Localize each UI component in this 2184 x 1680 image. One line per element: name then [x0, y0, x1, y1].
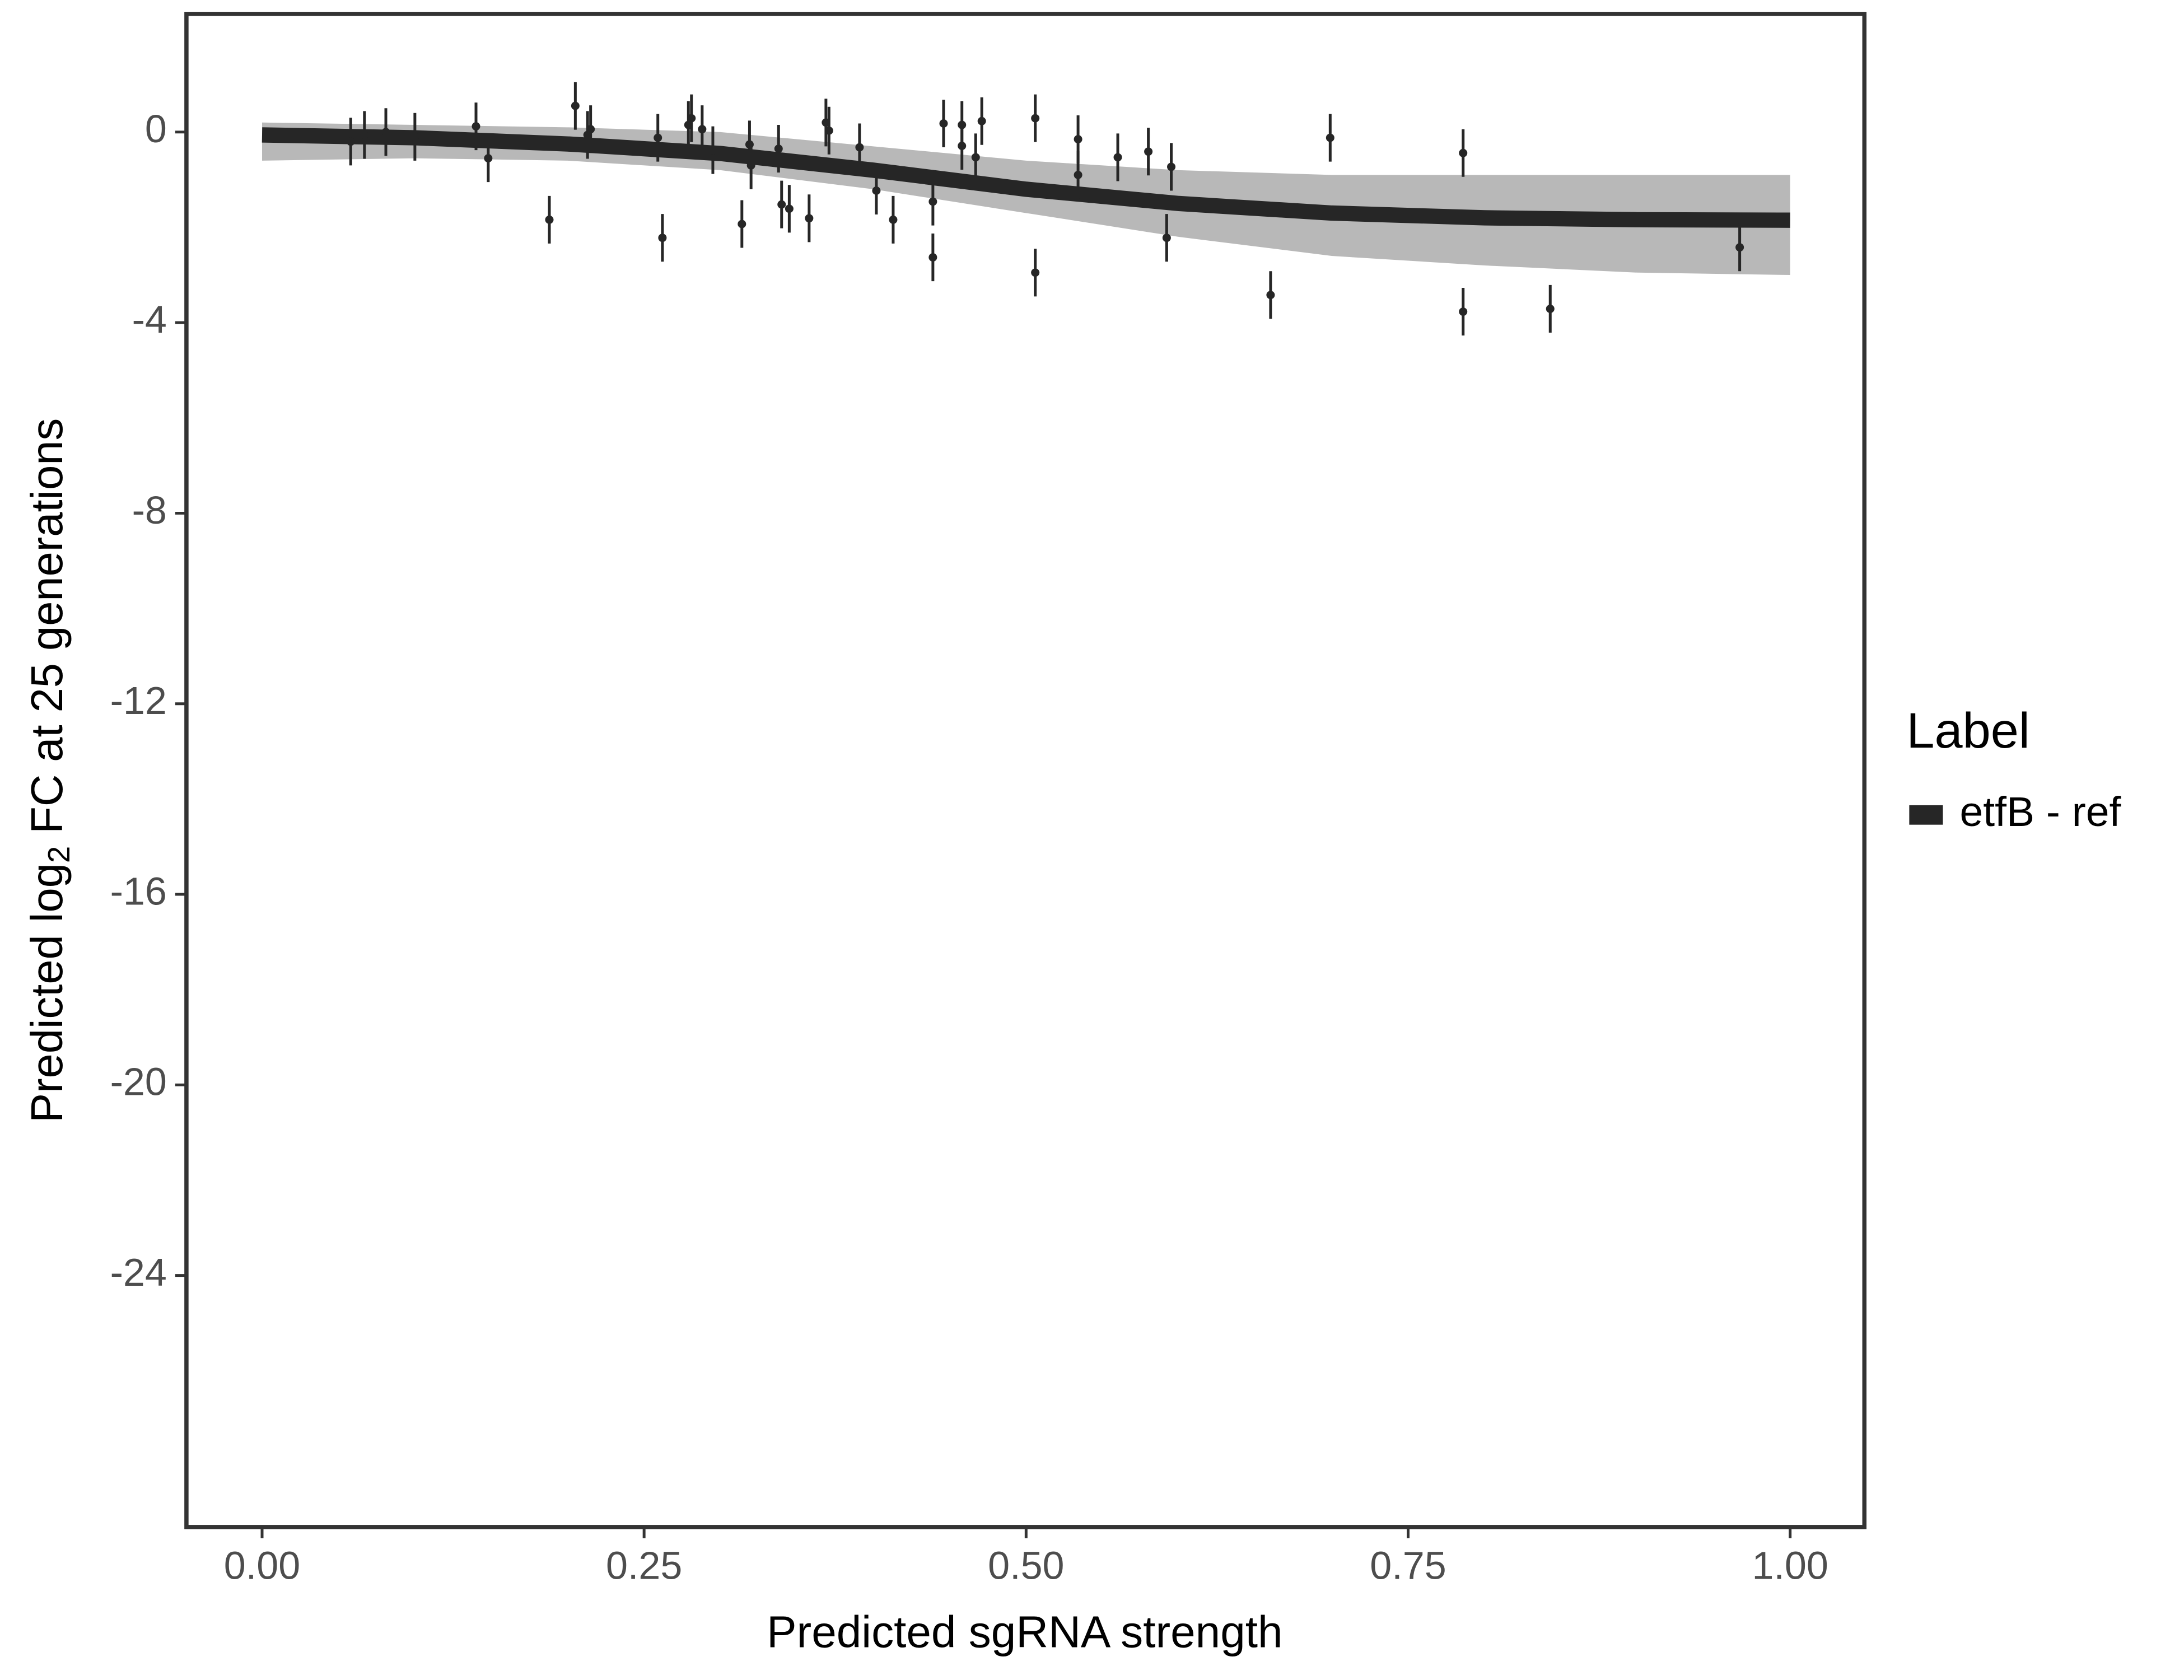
data-point — [928, 253, 937, 262]
data-point — [889, 215, 898, 224]
data-point — [1459, 307, 1468, 316]
data-point — [545, 215, 554, 224]
data-point — [1031, 268, 1040, 277]
y-axis-title: Predicted log2 FC at 25 generations — [22, 418, 77, 1123]
data-point — [738, 220, 746, 228]
confidence-band — [262, 122, 1790, 276]
y-title-suffix: FC at 25 generations — [22, 418, 72, 846]
data-point — [484, 154, 493, 163]
x-tick-label: 0.25 — [606, 1544, 682, 1588]
data-point — [1113, 153, 1122, 162]
data-point — [658, 234, 667, 242]
x-tick-label: 0.50 — [988, 1544, 1064, 1588]
y-tick-label: -20 — [110, 1060, 167, 1104]
data-point — [1031, 114, 1040, 123]
x-tick-label: 0.00 — [224, 1544, 300, 1588]
data-point — [586, 125, 595, 134]
y-tick-label: -12 — [110, 679, 167, 722]
data-point — [381, 128, 390, 137]
data-point — [928, 197, 937, 206]
data-point — [472, 122, 480, 131]
data-point — [855, 143, 864, 152]
data-point — [360, 130, 369, 139]
data-point — [698, 125, 707, 134]
data-point — [805, 214, 814, 223]
data-point — [872, 186, 881, 195]
data-point — [571, 101, 580, 110]
y-title-prefix: Predicted log — [22, 863, 72, 1123]
data-point — [746, 161, 755, 170]
data-point — [745, 140, 754, 149]
y-tick-label: -8 — [132, 488, 167, 532]
data-point — [1167, 162, 1176, 171]
data-point — [1162, 234, 1171, 242]
y-tick-label: -24 — [110, 1250, 167, 1294]
y-title-subscript: 2 — [41, 846, 76, 863]
y-tick-label: -4 — [132, 298, 167, 342]
panel-border — [184, 12, 1867, 1529]
data-point — [774, 144, 783, 153]
data-point — [971, 153, 980, 162]
data-point — [1144, 147, 1153, 156]
legend-swatch — [1909, 805, 1943, 825]
fit-line — [262, 127, 1790, 228]
data-point — [1459, 148, 1468, 157]
data-point — [654, 133, 662, 142]
data-point — [958, 142, 967, 150]
data-point — [977, 116, 986, 125]
data-point — [1326, 133, 1334, 142]
data-point — [1266, 291, 1275, 300]
data-point — [708, 146, 717, 155]
y-tick-label: 0 — [145, 107, 167, 151]
legend-title: Label — [1906, 703, 2029, 759]
data-point — [410, 132, 419, 141]
data-point — [939, 119, 948, 128]
data-point — [777, 200, 786, 209]
data-point — [1735, 243, 1744, 252]
data-point — [1074, 135, 1082, 144]
data-point — [1074, 170, 1082, 179]
y-tick-label: -16 — [110, 870, 167, 913]
data-point — [1546, 304, 1555, 313]
data-point — [687, 114, 696, 123]
data-point — [346, 137, 355, 146]
x-axis-title: Predicted sgRNA strength — [767, 1607, 1282, 1657]
data-point — [785, 204, 794, 213]
data-point — [824, 126, 833, 135]
x-tick-label: 0.75 — [1370, 1544, 1446, 1588]
legend-label: etfB - ref — [1959, 788, 2121, 835]
x-tick-label: 1.00 — [1752, 1544, 1828, 1588]
